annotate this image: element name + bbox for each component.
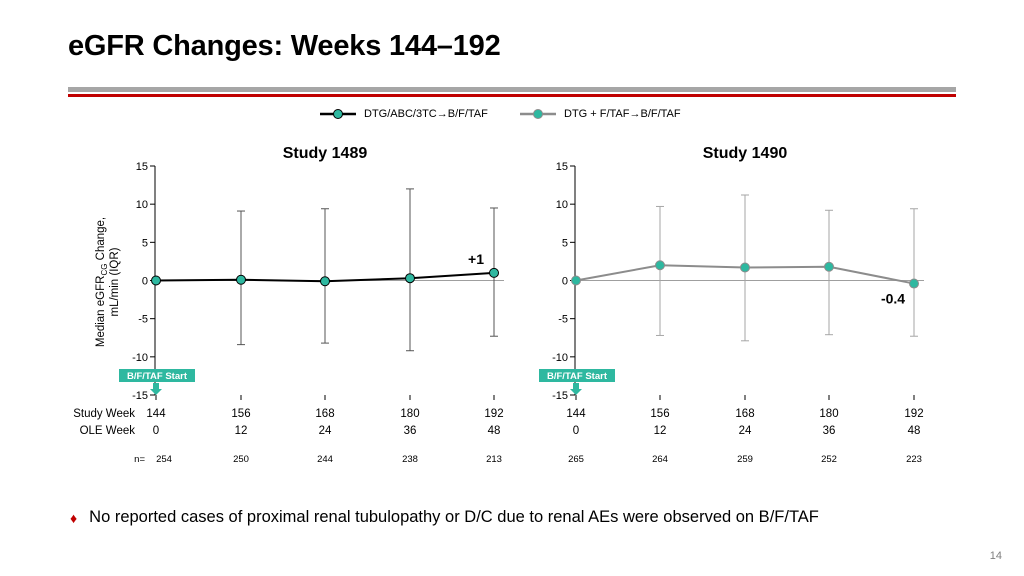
n-count-label-1489: 254 bbox=[156, 454, 172, 465]
chart-title-1490: Study 1490 bbox=[703, 145, 788, 162]
title-divider-red bbox=[68, 94, 956, 97]
study-week-label-1489: 156 bbox=[231, 408, 250, 420]
y-tick-label-1489: 0 bbox=[142, 276, 148, 288]
data-point-1489 bbox=[151, 275, 161, 286]
ole-week-label-1490: 24 bbox=[739, 425, 752, 437]
legend-label-1490: DTG + F/TAF→B/F/TAF bbox=[564, 108, 681, 120]
y-tick-label-1490: 0 bbox=[562, 276, 568, 288]
title-divider-grey bbox=[68, 87, 956, 92]
y-tick-label-1490: 15 bbox=[556, 161, 568, 173]
ole-week-label-1490: 0 bbox=[573, 425, 579, 437]
y-axis-label-main: Median eGFR bbox=[95, 276, 107, 348]
data-point-1490 bbox=[655, 260, 665, 271]
y-tick-label-1490: -5 bbox=[558, 314, 568, 326]
value-annotation-1489: +1 bbox=[468, 251, 484, 267]
start-badge-1489 bbox=[119, 369, 195, 382]
legend-label-1489: DTG/ABC/3TC→B/F/TAF bbox=[364, 108, 488, 120]
n-count-label-1490: 265 bbox=[568, 454, 584, 465]
start-arrow-icon-1490 bbox=[570, 383, 582, 395]
data-point-1490 bbox=[824, 261, 834, 272]
n-count-label-1489: 213 bbox=[486, 454, 502, 465]
data-point-1489 bbox=[320, 276, 330, 287]
y-axis-label-subscript: CG bbox=[100, 264, 109, 276]
study-week-label-1490: 192 bbox=[904, 408, 923, 420]
ole-week-label-1489: 0 bbox=[153, 425, 159, 437]
study-week-label-1489: 144 bbox=[146, 408, 166, 420]
data-point-1489 bbox=[489, 267, 499, 278]
footnote-bullet: ♦ No reported cases of proximal renal tu… bbox=[70, 508, 819, 527]
ole-week-label-1489: 36 bbox=[404, 425, 417, 437]
start-badge-label-1489: B/F/TAF Start bbox=[127, 371, 188, 382]
y-tick-label-1489: -15 bbox=[132, 390, 148, 402]
y-tick-label-1490: 5 bbox=[562, 237, 568, 249]
y-tick-label-1489: 5 bbox=[142, 237, 148, 249]
y-tick-label-1489: 10 bbox=[136, 199, 148, 211]
ole-week-label-1489: 24 bbox=[319, 425, 332, 437]
page-title: eGFR Changes: Weeks 144–192 bbox=[68, 30, 501, 62]
n-count-label-1489: 244 bbox=[317, 454, 333, 465]
y-tick-label-1489: -10 bbox=[132, 352, 148, 364]
legend-marker-1490 bbox=[520, 109, 556, 119]
ole-week-label-1489: 12 bbox=[235, 425, 248, 437]
legend-marker-1489 bbox=[320, 109, 356, 119]
start-badge-1490 bbox=[539, 369, 615, 382]
row-label-study-week: Study Week bbox=[73, 408, 135, 420]
page-number: 14 bbox=[989, 550, 1002, 562]
start-arrow-icon-1489 bbox=[150, 383, 162, 395]
data-point-1490 bbox=[909, 278, 919, 289]
y-tick-label-1490: -10 bbox=[552, 352, 568, 364]
n-count-label-1489: 250 bbox=[233, 454, 249, 465]
footnote-text: No reported cases of proximal renal tubu… bbox=[89, 508, 819, 526]
y-tick-label-1490: 10 bbox=[556, 199, 568, 211]
n-count-label-1490: 223 bbox=[906, 454, 922, 465]
egfr-charts: Study 1489 15 10 5 0 -5 -10 -15 +1 B/F/TAF Start 1… bbox=[73, 145, 924, 465]
y-tick-label-1489: 15 bbox=[136, 161, 148, 173]
data-point-1489 bbox=[405, 273, 415, 284]
y-tick-label-1490: -15 bbox=[552, 390, 568, 402]
y-axis-label-line1: Median eGFRCG Change, bbox=[95, 217, 109, 347]
y-tick-label-1489: -5 bbox=[138, 314, 148, 326]
study-week-label-1490: 144 bbox=[566, 408, 586, 420]
legend-item-1489: DTG/ABC/3TC→B/F/TAF bbox=[318, 108, 488, 120]
ole-week-label-1490: 12 bbox=[654, 425, 667, 437]
study-week-label-1490: 168 bbox=[735, 408, 754, 420]
data-point-1490 bbox=[740, 262, 750, 273]
legend-item-1490: DTG + F/TAF→B/F/TAF bbox=[518, 108, 681, 120]
diamond-bullet-icon: ♦ bbox=[70, 509, 78, 526]
study-week-label-1489: 192 bbox=[484, 408, 503, 420]
n-count-label-1490: 264 bbox=[652, 454, 668, 465]
y-axis-label-line2: mL/min (IQR) bbox=[109, 247, 121, 316]
row-label-n: n= bbox=[134, 454, 145, 465]
value-annotation-1490: -0.4 bbox=[881, 291, 905, 307]
start-badge-label-1490: B/F/TAF Start bbox=[547, 371, 608, 382]
y-axis-label-rest: Change, bbox=[95, 217, 107, 264]
chart-title-1489: Study 1489 bbox=[283, 145, 368, 162]
chart-legend: DTG/ABC/3TC→B/F/TAF DTG + F/TAF→B/F/TAF bbox=[0, 108, 1024, 128]
n-count-label-1489: 238 bbox=[402, 454, 418, 465]
ole-week-label-1490: 48 bbox=[908, 425, 921, 437]
ole-week-label-1489: 48 bbox=[488, 425, 501, 437]
study-week-label-1489: 168 bbox=[315, 408, 334, 420]
study-week-label-1490: 156 bbox=[650, 408, 669, 420]
row-label-ole-week: OLE Week bbox=[80, 425, 136, 437]
study-week-label-1489: 180 bbox=[400, 408, 419, 420]
ole-week-label-1490: 36 bbox=[823, 425, 836, 437]
n-count-label-1490: 259 bbox=[737, 454, 753, 465]
study-week-label-1490: 180 bbox=[819, 408, 838, 420]
n-count-label-1490: 252 bbox=[821, 454, 837, 465]
data-point-1489 bbox=[236, 274, 246, 285]
data-point-1490 bbox=[571, 275, 581, 286]
